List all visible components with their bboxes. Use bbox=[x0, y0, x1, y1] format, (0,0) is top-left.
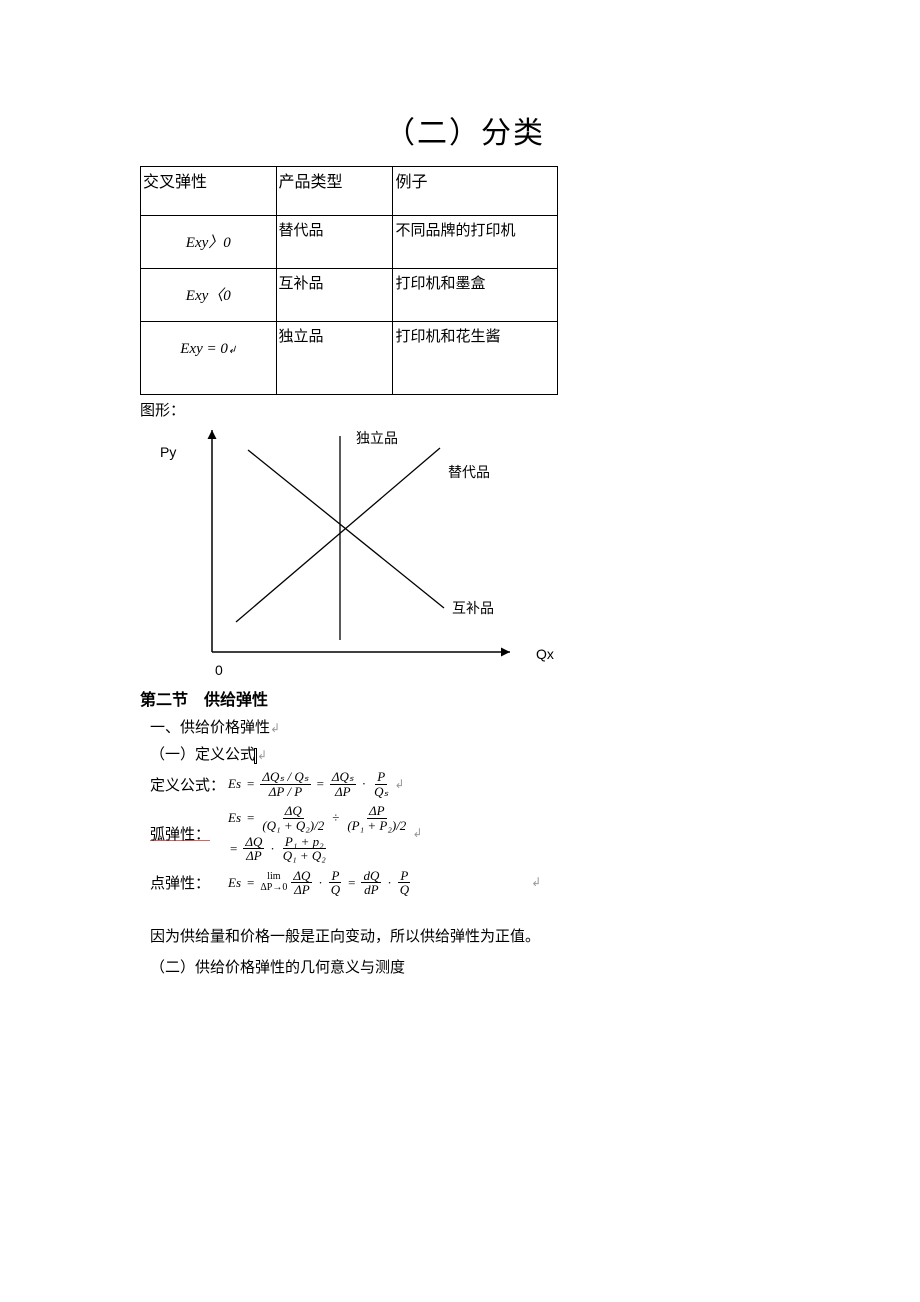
arc1-b-den: (P₁ + P₂)/2 bbox=[345, 819, 408, 833]
arc1-b-num: ΔP bbox=[367, 804, 387, 819]
frac-c-den: Qₛ bbox=[372, 785, 390, 799]
pt-es: Es bbox=[228, 875, 241, 891]
classification-table: 交叉弹性 产品类型 例子 Exy〉0 替代品 不同品牌的打印机 Exy〈0 互补… bbox=[140, 166, 558, 395]
frac-a-num: ΔQₛ / Qₛ bbox=[260, 770, 310, 785]
figure-label: 图形： bbox=[140, 399, 790, 420]
definition-formula-label: 定义公式： bbox=[150, 774, 228, 795]
origin-label: 0 bbox=[215, 662, 223, 678]
frac-b-den: ΔP bbox=[333, 785, 353, 799]
line-label-substitute: 替代品 bbox=[448, 462, 490, 482]
pt-b-den: Q bbox=[329, 883, 342, 897]
th-elasticity: 交叉弹性 bbox=[141, 167, 277, 216]
th-type: 产品类型 bbox=[276, 167, 393, 216]
subsection-1: 一、供给价格弹性↲ bbox=[150, 716, 790, 737]
pt-c-num: dQ bbox=[361, 869, 381, 884]
table-row: Exy〈0 互补品 打印机和墨盒 bbox=[141, 269, 558, 322]
arc-formula-row: 弧弹性： Es= ΔQ(Q₁ + Q₂)/2 ÷ ΔP(P₁ + P₂)/2 =… bbox=[150, 804, 790, 863]
x-axis-label: Qx bbox=[536, 646, 554, 662]
arc2-b-den: Q₁ + Q₂ bbox=[281, 849, 328, 863]
arc1-a-den: (Q₁ + Q₂)/2 bbox=[260, 819, 326, 833]
frac-a-den: ΔP / P bbox=[267, 785, 304, 799]
pt-c-den: dP bbox=[362, 883, 380, 897]
frac-c-num: P bbox=[375, 770, 387, 785]
arc-formula: Es= ΔQ(Q₁ + Q₂)/2 ÷ ΔP(P₁ + P₂)/2 = ΔQΔP… bbox=[228, 804, 408, 863]
cell-formula-2: Exy = 0↲ bbox=[141, 322, 277, 395]
point-formula-label: 点弹性： bbox=[150, 872, 228, 893]
cross-elasticity-diagram: Py 独立品 替代品 互补品 Qx 0 bbox=[140, 422, 580, 682]
subhead-1-text: （一）定义公式 bbox=[150, 747, 255, 763]
th-example: 例子 bbox=[393, 167, 558, 216]
pt-d-den: Q bbox=[398, 883, 411, 897]
point-formula: Es= limΔP→0 ΔQΔP · PQ = dQdP · PQ bbox=[228, 869, 411, 897]
es-symbol: Es bbox=[228, 776, 241, 792]
cell-formula-0: Exy〉0 bbox=[141, 216, 277, 269]
table-row: Exy〉0 替代品 不同品牌的打印机 bbox=[141, 216, 558, 269]
pt-a-num: ΔQ bbox=[291, 869, 312, 884]
arc1-a-num: ΔQ bbox=[283, 804, 304, 819]
point-formula-row: 点弹性： Es= limΔP→0 ΔQΔP · PQ = dQdP · PQ ↲ bbox=[150, 869, 790, 897]
subhead-1: （一）定义公式↲ bbox=[150, 743, 790, 764]
arc-formula-label: 弧弹性： bbox=[150, 823, 228, 844]
definition-formula-row: 定义公式： Es= ΔQₛ / QₛΔP / P = ΔQₛΔP · PQₛ ↲ bbox=[150, 770, 790, 798]
pt-d-num: P bbox=[398, 869, 410, 884]
diagram-svg bbox=[140, 422, 580, 682]
line-label-independent: 独立品 bbox=[356, 428, 398, 448]
lim-bot: ΔP→0 bbox=[260, 883, 287, 894]
note-line: 因为供给量和价格一般是正向变动，所以供给弹性为正值。 bbox=[150, 925, 790, 946]
line-label-complement: 互补品 bbox=[452, 598, 494, 618]
arc2-a-num: ΔQ bbox=[243, 835, 264, 850]
y-axis-label: Py bbox=[160, 444, 176, 460]
arc2-a-den: ΔP bbox=[244, 849, 264, 863]
pt-b-num: P bbox=[329, 869, 341, 884]
table-row: Exy = 0↲ 独立品 打印机和花生酱 bbox=[141, 322, 558, 395]
definition-formula: Es= ΔQₛ / QₛΔP / P = ΔQₛΔP · PQₛ bbox=[228, 770, 390, 798]
subsection-1-text: 一、供给价格弹性 bbox=[150, 720, 270, 736]
subhead-2: （二）供给价格弹性的几何意义与测度 bbox=[150, 956, 790, 977]
section-2-title: 第二节 供给弹性 bbox=[140, 686, 790, 710]
cell-formula-1: Exy〈0 bbox=[141, 269, 277, 322]
cell-example-0: 不同品牌的打印机 bbox=[393, 216, 558, 269]
document-page: （二）分类 交叉弹性 产品类型 例子 Exy〉0 替代品 不同品牌的打印机 Ex… bbox=[0, 0, 920, 1302]
cell-type-2: 独立品 bbox=[276, 322, 393, 395]
pt-a-den: ΔP bbox=[292, 883, 312, 897]
cell-example-2: 打印机和花生酱 bbox=[393, 322, 558, 395]
cell-example-1: 打印机和墨盒 bbox=[393, 269, 558, 322]
cell-formula-2-text: Exy = 0 bbox=[180, 341, 228, 357]
cell-type-0: 替代品 bbox=[276, 216, 393, 269]
page-title: （二）分类 bbox=[140, 108, 790, 152]
frac-b-num: ΔQₛ bbox=[330, 770, 356, 785]
cell-type-1: 互补品 bbox=[276, 269, 393, 322]
arc2-b-num: P₁ + p₂ bbox=[283, 835, 326, 850]
arc-es: Es bbox=[228, 810, 241, 826]
table-header-row: 交叉弹性 产品类型 例子 bbox=[141, 167, 558, 216]
